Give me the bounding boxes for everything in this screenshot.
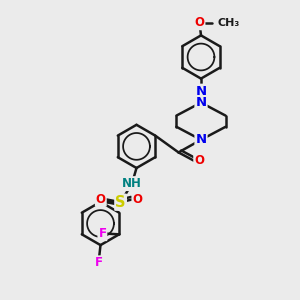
Text: S: S xyxy=(115,195,126,210)
Text: F: F xyxy=(95,256,103,269)
Text: O: O xyxy=(132,193,142,206)
Text: O: O xyxy=(96,193,106,206)
Text: F: F xyxy=(98,227,106,240)
Text: CH₃: CH₃ xyxy=(218,18,240,28)
Text: N: N xyxy=(195,85,207,98)
Text: N: N xyxy=(195,133,207,146)
Text: O: O xyxy=(194,154,204,167)
Text: N: N xyxy=(195,96,207,109)
Text: O: O xyxy=(194,16,205,29)
Text: NH: NH xyxy=(122,177,142,190)
